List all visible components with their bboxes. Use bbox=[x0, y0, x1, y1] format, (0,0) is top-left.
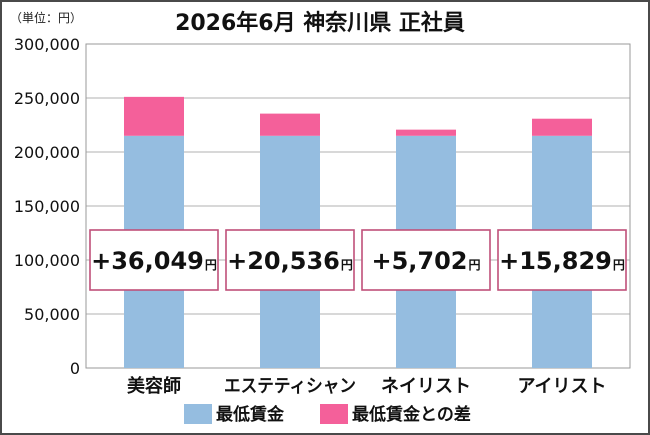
plot-area bbox=[85, 43, 631, 369]
legend: 最低賃金 最低賃金との差 bbox=[184, 404, 471, 425]
annotation-box: +15,829 円 bbox=[497, 229, 627, 291]
annotation-unit: 円 bbox=[341, 258, 353, 272]
annotation-frame bbox=[89, 229, 219, 291]
annotation-box: +36,049 円 bbox=[89, 229, 219, 291]
y-tick-label: 50,000 bbox=[24, 305, 80, 324]
bar-difference bbox=[532, 118, 592, 136]
legend-label-min-wage: 最低賃金 bbox=[216, 404, 285, 425]
annotation-frame bbox=[225, 229, 355, 291]
y-tick-label: 150,000 bbox=[14, 197, 80, 216]
y-tick-label: 200,000 bbox=[14, 143, 80, 162]
x-category-label: ネイリスト bbox=[381, 376, 471, 397]
annotation-value: +36,049 bbox=[91, 247, 204, 275]
bar-difference bbox=[396, 129, 456, 136]
legend-swatch-min-wage bbox=[184, 404, 212, 424]
y-tick-label: 250,000 bbox=[14, 89, 80, 108]
x-axis-labels: 美容師 エステティシャン ネイリスト アイリスト bbox=[127, 375, 607, 397]
bar-difference bbox=[260, 113, 320, 136]
x-category-label: アイリスト bbox=[517, 376, 606, 397]
annotation-frame bbox=[361, 229, 491, 291]
annotation-value: +5,702 bbox=[371, 247, 467, 275]
annotation-unit: 円 bbox=[469, 258, 481, 272]
annotation-value: +20,536 bbox=[227, 247, 340, 275]
legend-label-difference: 最低賃金との差 bbox=[352, 404, 471, 425]
annotation-frame bbox=[497, 229, 627, 291]
y-tick-label: 100,000 bbox=[14, 251, 80, 270]
difference-annotations: +36,049 円 +20,536 円 +5,702 円 +15,829 円 bbox=[89, 229, 627, 291]
legend-swatch-difference bbox=[320, 404, 348, 424]
x-category-label: エステティシャン bbox=[224, 376, 356, 397]
annotation-value: +15,829 bbox=[499, 247, 612, 275]
annotation-box: +5,702 円 bbox=[361, 229, 491, 291]
x-category-label: 美容師 bbox=[127, 375, 181, 397]
annotation-box: +20,536 円 bbox=[225, 229, 355, 291]
bar-difference bbox=[124, 96, 184, 136]
annotation-unit: 円 bbox=[613, 258, 625, 272]
annotation-unit: 円 bbox=[205, 258, 217, 272]
unit-label: （単位：円） bbox=[10, 10, 82, 25]
chart-title: 2026年6月 神奈川県 正社員 bbox=[175, 10, 465, 36]
y-tick-label: 300,000 bbox=[14, 35, 80, 54]
y-axis-ticks: 0 50,000 100,000 150,000 200,000 250,000 300,0… bbox=[14, 35, 80, 378]
y-tick-label: 0 bbox=[70, 359, 80, 378]
